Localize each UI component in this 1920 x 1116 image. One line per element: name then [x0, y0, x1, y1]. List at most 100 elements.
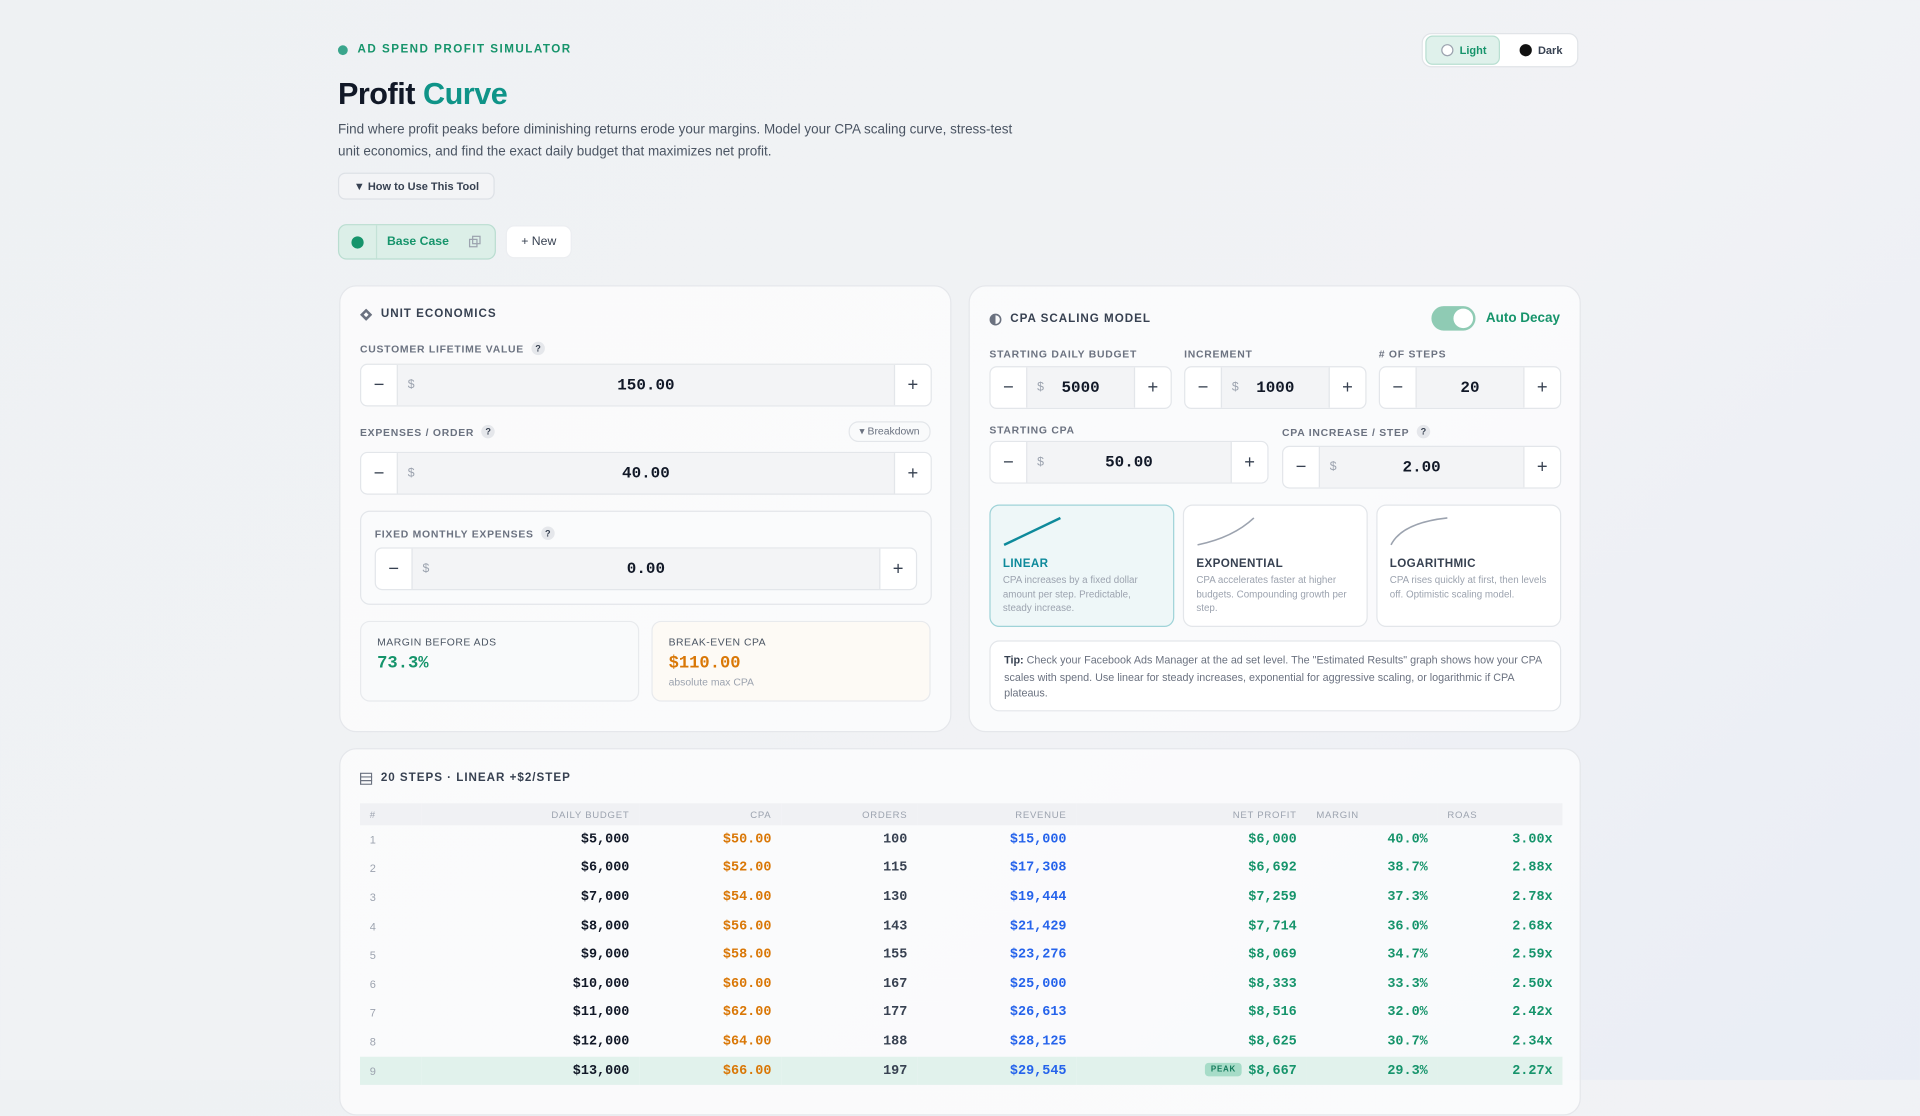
cell-text: 6 [369, 978, 376, 991]
column-header: CPA [639, 803, 782, 826]
help-icon[interactable]: ? [481, 424, 495, 439]
field-label: INCREMENT [1184, 347, 1253, 360]
cell-text: 33.3% [1387, 976, 1428, 992]
theme-light[interactable]: Light [1425, 35, 1500, 65]
table-cell: 36.0% [1307, 912, 1438, 941]
increment-button[interactable]: + [1536, 377, 1548, 398]
table-cell: 32.0% [1307, 999, 1438, 1028]
increment-button[interactable]: + [1342, 377, 1353, 398]
table-cell: 2.59x [1438, 941, 1563, 970]
tip-text: Check your Facebook Ads Manager at the a… [1004, 653, 1542, 700]
table-cell: $12,000 [421, 1028, 639, 1057]
breakdown-button[interactable]: ▾ Breakdown [848, 421, 931, 443]
table-cell: $10,000 [421, 970, 639, 999]
table-cell: 2.88x [1438, 854, 1563, 883]
switch-knob [1454, 308, 1474, 329]
decrement-button[interactable]: − [1392, 377, 1404, 398]
value-text: 0.00 [626, 559, 666, 578]
table-body: 1 $5,000 $50.00 100 $15,000 $6,000 40.0% 3.00x 2… [360, 825, 1563, 1086]
input-value[interactable]: $150.00 [396, 364, 896, 406]
table-cell: 4 [360, 912, 421, 941]
table-cell: $7,259 [1076, 883, 1306, 912]
table-cell: $13,000 [421, 1056, 640, 1086]
decrement-button[interactable]: − [1002, 451, 1014, 473]
table-cell: 143 [781, 912, 917, 941]
input-value[interactable]: $0.00 [411, 548, 881, 589]
cpa-increase-input: − $2.00 + [1282, 445, 1562, 489]
table-cell: $8,516 [1076, 999, 1306, 1028]
cell-text: 2.42x [1512, 1005, 1553, 1021]
model-name: LOGARITHMIC [1389, 557, 1476, 571]
stat-value: 73.3% [377, 653, 429, 674]
how-to-button[interactable]: ▼ How to Use This Tool [337, 172, 495, 200]
card-title: 20 STEPS · LINEAR +$2/STEP [380, 771, 571, 785]
results-table: # DAILY BUDGET CPA ORDERS REVENUE NET PROFIT M… [360, 803, 1563, 1086]
decrement-button[interactable]: − [1002, 377, 1014, 398]
decrement-button[interactable]: − [388, 558, 400, 580]
new-scenario-button[interactable]: + New [505, 225, 572, 259]
table-cell: 188 [781, 1028, 917, 1057]
cell-text: 2.50x [1512, 976, 1553, 992]
increment-button[interactable]: + [1536, 456, 1548, 478]
curve-icon [1390, 517, 1448, 546]
cell-text: 8 [369, 1035, 376, 1049]
decrement-button[interactable]: − [1197, 377, 1209, 398]
model-description: CPA increases by a fixed dollar amount p… [1002, 574, 1138, 614]
decrement-button[interactable]: − [373, 374, 385, 396]
currency-prefix: $ [1037, 455, 1044, 469]
table-header: # DAILY BUDGET CPA ORDERS REVENUE NET PROFIT M… [360, 803, 1563, 826]
increment-button[interactable]: + [1244, 451, 1255, 473]
cell-text: $26,613 [1009, 1005, 1067, 1021]
table-cell: 167 [781, 970, 917, 999]
input-value[interactable]: $50.00 [1026, 442, 1232, 483]
cell-text: $7,000 [580, 890, 630, 905]
model-card-linear[interactable]: LINEAR CPA increases by a fixed dollar am… [989, 504, 1175, 627]
table-cell: 115 [781, 854, 917, 883]
decrement-button[interactable]: − [373, 462, 385, 484]
cell-text: $8,516 [1248, 1005, 1297, 1021]
input-value[interactable]: $2.00 [1318, 446, 1525, 488]
increment-button[interactable]: + [892, 558, 904, 580]
cell-text: 2 [369, 862, 376, 875]
table-cell: $29,545 [917, 1056, 1077, 1086]
theme-dark[interactable]: Dark [1505, 37, 1575, 64]
model-card-exponential[interactable]: EXPONENTIAL CPA accelerates faster at hig… [1182, 504, 1368, 627]
value-text: 40.00 [622, 464, 670, 483]
increment-button[interactable]: + [1147, 377, 1159, 398]
field-label: FIXED MONTHLY EXPENSES? [375, 526, 555, 540]
cell-text: 177 [883, 1005, 908, 1021]
help-icon[interactable]: ? [531, 341, 545, 356]
help-icon[interactable]: ? [541, 526, 555, 540]
increment-button[interactable]: + [907, 374, 919, 396]
table-cell: $21,429 [917, 912, 1076, 941]
label-text: CUSTOMER LIFETIME VALUE [360, 342, 524, 355]
table-row: 6 $10,000 $60.00 167 $25,000 $8,333 33.3% 2.50x [360, 970, 1562, 999]
copy-icon[interactable] [468, 234, 483, 249]
input-value[interactable]: $5000 [1026, 367, 1136, 408]
cell-text: 2.78x [1512, 890, 1553, 905]
increment-button[interactable]: + [907, 462, 919, 484]
value-text: 5000 [1061, 378, 1100, 397]
value-text: 150.00 [617, 375, 675, 395]
cell-text: $17,308 [1009, 861, 1067, 876]
cell-text: $12,000 [572, 1034, 630, 1050]
cell-text: 197 [883, 1063, 908, 1079]
increment-input: − $1000 + [1184, 366, 1367, 409]
table-cell: 5 [360, 941, 421, 970]
column-header: DAILY BUDGET [421, 803, 640, 826]
cell-text: $56.00 [722, 919, 772, 934]
cell-text: $6,000 [580, 861, 630, 876]
decrement-button[interactable]: − [1295, 456, 1307, 478]
input-value[interactable]: $1000 [1220, 367, 1330, 408]
model-card-logarithmic[interactable]: LOGARITHMIC CPA rises quickly at first, t… [1376, 504, 1562, 627]
table-cell: 2.68x [1438, 912, 1563, 941]
input-value[interactable]: $40.00 [396, 453, 896, 494]
cell-text: $62.00 [722, 1005, 772, 1021]
title-main: Profit [337, 77, 415, 112]
card-icon [360, 307, 373, 321]
input-value[interactable]: 20 [1415, 367, 1525, 408]
table-cell: $11,000 [421, 999, 639, 1028]
scenario-chip[interactable]: Base Case [337, 224, 496, 260]
help-icon[interactable]: ? [1416, 424, 1431, 439]
auto-decay-toggle[interactable]: Auto Decay [1432, 306, 1560, 331]
